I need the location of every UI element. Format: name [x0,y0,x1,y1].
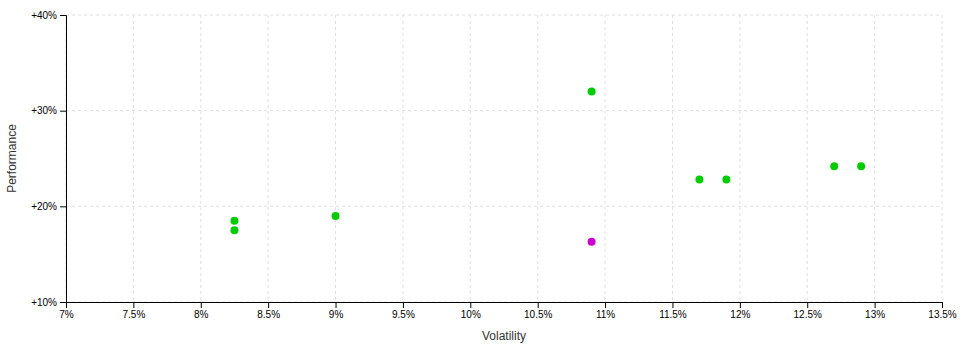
y-tick: +40% [31,10,66,21]
y-tick-mark [60,15,66,16]
x-tick-mark [201,302,202,308]
x-tick-label: 10% [461,309,481,320]
x-tick-label: 7% [59,309,74,320]
x-tick-mark [336,302,337,308]
x-tick: 13% [865,302,885,320]
grid-line-x [739,15,740,302]
x-tick: 9.5% [392,302,415,320]
grid-line-y [66,206,942,207]
x-tick: 8.5% [257,302,280,320]
point [588,238,596,246]
grid-line-x [874,15,875,302]
x-axis-title: Volatility [482,329,526,343]
x-tick-mark [807,302,808,308]
y-tick-mark [60,111,66,112]
x-tick-mark [133,302,134,308]
point [722,176,730,184]
y-axis-line [60,16,67,303]
y-tick-mark [60,206,66,207]
x-tick: 12.5% [794,302,822,320]
x-tick: 11% [596,302,615,320]
grid-line-x [133,15,134,302]
x-tick-label: 11.5% [659,309,687,320]
point [830,162,838,170]
points [230,88,865,246]
point [695,176,703,184]
grid [66,15,942,302]
chart: 7% 7.5% 8% 8.5% 9% 9.5% 10% 10.5% 11% 11.5% 12% 12.… [0,0,966,350]
x-tick-mark [538,302,539,308]
y-tick-label: +20% [31,201,57,212]
x-tick-label: 12.5% [794,309,822,320]
x-tick-label: 11% [596,309,615,320]
x-tick: 7.5% [122,302,145,320]
y-tick: +10% [31,297,66,308]
x-tick: 11.5% [659,302,687,320]
grid-line-y [66,110,942,111]
x-tick-mark [875,302,876,308]
grid-line-x [200,15,201,302]
point [588,88,596,96]
y-tick-label: +10% [31,297,57,308]
x-tick: 13.5% [928,302,956,320]
y-tick: +20% [31,201,66,212]
x-tick-label: 8.5% [257,309,280,320]
x-axis-line [67,303,943,309]
grid-line-x [605,15,606,302]
y-axis: +10% +20% +30% +40% [31,10,66,308]
plot: 7% 7.5% 8% 8.5% 9% 9.5% 10% 10.5% 11% 11.5% 12% 12.… [31,10,957,320]
grid-line-x [470,15,471,302]
x-tick: 12% [730,302,750,320]
x-tick-mark [942,302,943,308]
x-tick-mark [268,302,269,308]
grid-line-y [66,15,942,16]
x-tick-label: 8% [194,309,209,320]
x-tick-mark [470,302,471,308]
x-tick-label: 7.5% [122,309,145,320]
y-axis-title: Performance [5,124,19,193]
x-tick-mark [740,302,741,308]
y-tick: +30% [31,105,66,116]
x-tick-mark [672,302,673,308]
x-tick-label: 10.5% [524,309,552,320]
x-tick: 10.5% [524,302,552,320]
grid-line-x [672,15,673,302]
x-tick-label: 9.5% [392,309,415,320]
y-tick-mark [60,302,66,303]
grid-line-x [402,15,403,302]
x-tick-label: 13% [865,309,885,320]
grid-line-x [537,15,538,302]
series [588,238,596,246]
x-axis: 7% 7.5% 8% 8.5% 9% 9.5% 10% 10.5% 11% 11.5% 12% 12.… [59,302,957,320]
series [230,88,865,235]
point [332,212,340,220]
x-tick-label: 13.5% [928,309,956,320]
x-tick-mark [403,302,404,308]
point [230,226,238,234]
y-tick-label: +40% [31,10,57,21]
x-tick-mark [605,302,606,308]
point [857,162,865,170]
x-tick: 9% [329,302,344,320]
x-tick-label: 12% [730,309,750,320]
grid-line-x [268,15,269,302]
x-tick: 10% [461,302,481,320]
x-tick-label: 9% [329,309,344,320]
point [230,217,238,225]
x-tick: 8% [194,302,209,320]
x-tick: 7% [59,302,74,320]
grid-line-x [335,15,336,302]
grid-line-x [807,15,808,302]
grid-line-x [942,15,943,302]
y-tick-label: +30% [31,105,57,116]
